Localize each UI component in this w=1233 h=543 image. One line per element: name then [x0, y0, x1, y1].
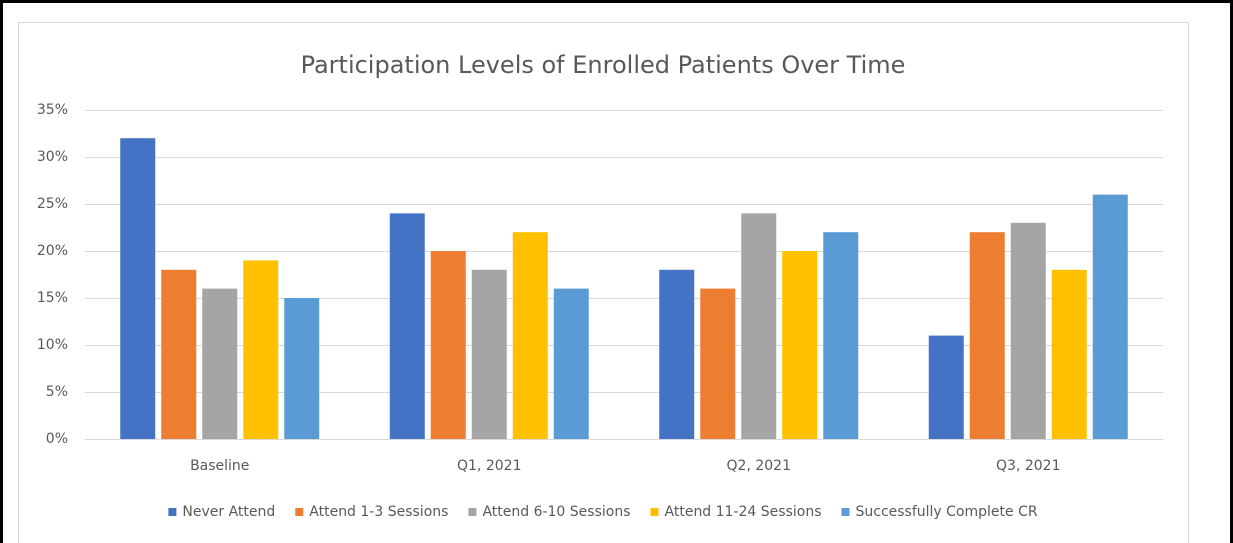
y-tick-label: 0%: [46, 431, 68, 447]
bar: [1010, 222, 1046, 439]
bar: [161, 269, 197, 439]
legend-swatch: [841, 508, 850, 516]
y-tick-label: 25%: [37, 196, 68, 212]
bar: [284, 298, 320, 439]
bar: [823, 232, 859, 439]
legend-swatch: [168, 508, 177, 516]
bar: [553, 288, 589, 439]
bar: [782, 251, 818, 439]
bar: [928, 335, 964, 439]
bar: [243, 260, 279, 439]
x-tick-label: Q1, 2021: [457, 458, 521, 474]
bar: [700, 288, 736, 439]
bar: [202, 288, 238, 439]
y-tick-label: 15%: [37, 290, 68, 306]
y-tick-label: 20%: [37, 243, 68, 259]
chart-title: Participation Levels of Enrolled Patient…: [301, 51, 906, 79]
y-tick-label: 35%: [37, 102, 68, 118]
bar: [430, 251, 466, 439]
bar: [659, 269, 695, 439]
bar: [389, 213, 425, 439]
legend-swatch: [295, 508, 304, 516]
legend-label: Never Attend: [182, 504, 275, 520]
legend-label: Successfully Complete CR: [856, 504, 1038, 520]
x-tick-label: Baseline: [190, 458, 249, 474]
y-tick-label: 10%: [37, 337, 68, 353]
bar: [1092, 194, 1128, 439]
bar: [969, 232, 1005, 439]
x-tick-label: Q2, 2021: [727, 458, 791, 474]
legend-swatch: [468, 508, 477, 516]
legend-label: Attend 6-10 Sessions: [482, 504, 630, 520]
x-tick-label: Q3, 2021: [996, 458, 1060, 474]
bar: [1051, 269, 1087, 439]
bar: [120, 138, 156, 439]
bar: [741, 213, 777, 439]
legend-label: Attend 11-24 Sessions: [665, 504, 822, 520]
bar: [512, 232, 548, 439]
y-tick-label: 30%: [37, 149, 68, 165]
legend-swatch: [650, 508, 659, 516]
y-tick-label: 5%: [46, 384, 68, 400]
bar: [471, 269, 507, 439]
legend-label: Attend 1-3 Sessions: [309, 504, 448, 520]
